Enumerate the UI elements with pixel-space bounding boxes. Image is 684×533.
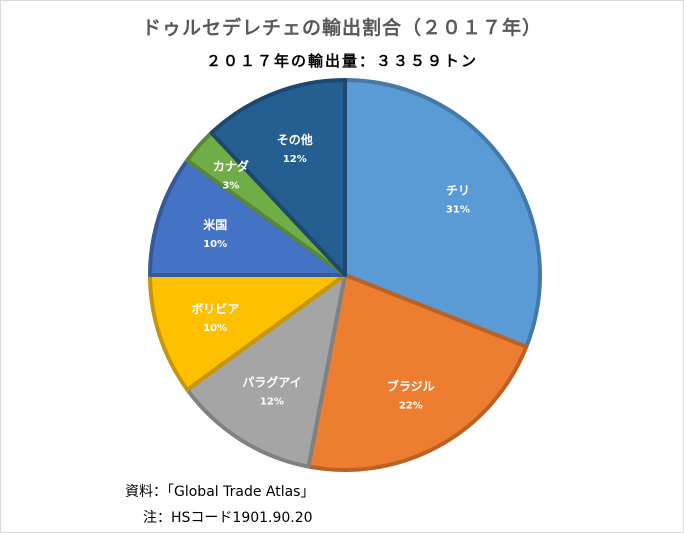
chart-title: ドゥルセデレチェの輸出割合（２０１７年） <box>141 17 542 39</box>
pie-slice-0 <box>343 78 542 349</box>
hs-code-note: 注：HSコード1901.90.20 <box>143 510 313 526</box>
slice-value-3: 10% <box>203 323 227 334</box>
slice-value-2: 12% <box>260 396 284 407</box>
slice-label-4: 米国 <box>203 217 227 232</box>
slice-value-4: 10% <box>203 239 227 250</box>
slice-label-6: その他 <box>277 132 313 147</box>
pie-slice-6 <box>209 78 347 277</box>
pie-slice-4 <box>148 158 347 277</box>
slice-label-0: チリ <box>446 183 470 197</box>
pie-slice-1 <box>306 273 529 472</box>
pie-slice-2 <box>185 273 347 469</box>
source-note: 資料：「Global Trade Atlas」 <box>125 484 315 500</box>
chart-subtitle: ２０１７年の輸出量：３３５９トン <box>205 52 478 70</box>
slice-value-5: 3% <box>222 180 239 191</box>
slice-value-1: 22% <box>399 401 423 412</box>
pie-slice-3 <box>148 273 347 392</box>
slice-value-6: 12% <box>283 154 307 165</box>
slice-label-2: パラグアイ <box>242 374 301 389</box>
slice-label-1: ブラジル <box>387 379 435 394</box>
slice-label-3: ボリビア <box>191 301 239 316</box>
slice-label-5: カナダ <box>213 158 249 173</box>
slice-value-0: 31% <box>446 204 470 215</box>
